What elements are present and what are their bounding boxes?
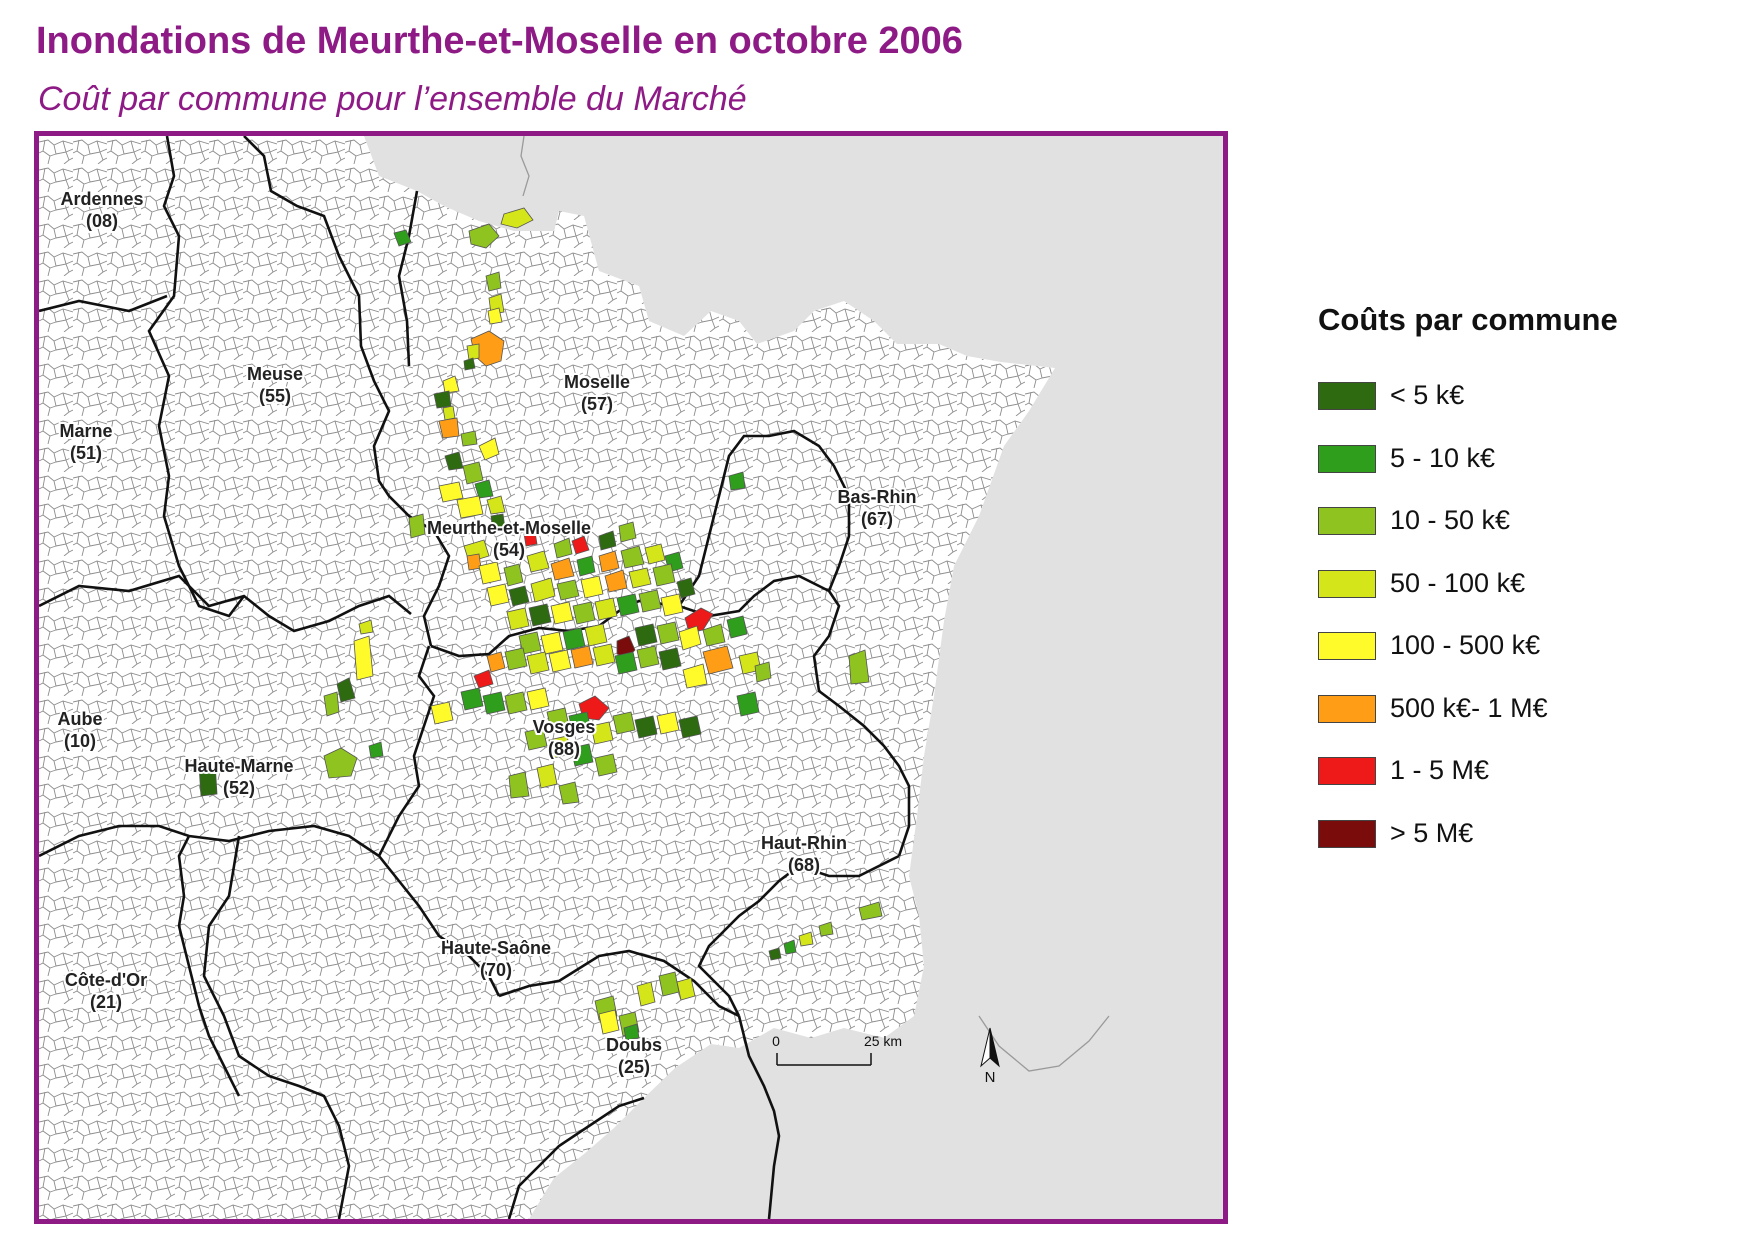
map-canvas: Ardennes(08) Meuse(55) Moselle(57) Marne(51… bbox=[39, 136, 1223, 1219]
legend-item: 1 - 5 M€ bbox=[1318, 755, 1718, 820]
commune-cost-polygons bbox=[198, 207, 883, 1041]
scale-bar: 0 25 km bbox=[772, 1033, 902, 1066]
legend-label: 50 - 100 k€ bbox=[1390, 567, 1526, 598]
department-name-label: Haut-Rhin bbox=[761, 833, 847, 853]
legend-item: 10 - 50 k€ bbox=[1318, 505, 1718, 570]
legend-label: 5 - 10 k€ bbox=[1390, 442, 1496, 473]
department-name-label: Ardennes bbox=[60, 189, 143, 209]
legend-item: 50 - 100 k€ bbox=[1318, 567, 1718, 633]
department-code-label: (51) bbox=[70, 443, 102, 463]
north-arrow-label: N bbox=[985, 1069, 996, 1086]
legend-item: 5 - 10 k€ bbox=[1318, 442, 1718, 508]
department-name-label: Bas-Rhin bbox=[837, 487, 916, 507]
department-code-label: (88) bbox=[548, 739, 580, 759]
legend-label: 10 - 50 k€ bbox=[1390, 505, 1511, 535]
department-code-label: (52) bbox=[223, 778, 255, 798]
legend-label: 1 - 5 M€ bbox=[1390, 755, 1490, 785]
legend-item: > 5 M€ bbox=[1318, 817, 1718, 883]
department-name-label: Marne bbox=[59, 421, 112, 441]
department-name-label: Aube bbox=[58, 709, 103, 729]
legend-swatch bbox=[1318, 507, 1376, 535]
scale-bar-end-label: 25 km bbox=[864, 1033, 902, 1049]
department-name-label: Vosges bbox=[533, 717, 596, 737]
legend-label: 500 k€- 1 M€ bbox=[1390, 692, 1548, 723]
legend-swatch bbox=[1318, 694, 1376, 723]
map-subtitle: Coût par commune pour l’ensemble du Marc… bbox=[38, 80, 747, 118]
map-title: Inondations de Meurthe-et-Moselle en oct… bbox=[36, 20, 963, 62]
legend-swatch bbox=[1318, 819, 1376, 848]
department-name-label: Moselle bbox=[564, 372, 630, 392]
department-labels: Ardennes(08) Meuse(55) Moselle(57) Marne(51… bbox=[56, 187, 919, 1079]
department-name-label: Meuse bbox=[247, 364, 303, 384]
department-code-label: (70) bbox=[480, 960, 512, 980]
department-name-label: Haute-Saône bbox=[441, 938, 551, 958]
legend-swatch bbox=[1318, 632, 1376, 660]
north-arrow-icon: N bbox=[980, 1027, 1000, 1086]
legend-item: 500 k€- 1 M€ bbox=[1318, 692, 1718, 758]
department-code-label: (08) bbox=[86, 211, 118, 231]
legend-swatch bbox=[1318, 444, 1376, 473]
department-boundaries bbox=[39, 136, 911, 1219]
legend-swatch bbox=[1318, 569, 1376, 598]
department-code-label: (10) bbox=[64, 731, 96, 751]
legend-swatch bbox=[1318, 757, 1376, 785]
department-name-label: Côte-d'Or bbox=[65, 970, 147, 990]
legend-label: 100 - 500 k€ bbox=[1390, 630, 1541, 660]
department-name-label: Haute-Marne bbox=[184, 756, 293, 776]
department-code-label: (25) bbox=[618, 1057, 650, 1077]
department-code-label: (68) bbox=[788, 855, 820, 875]
department-name-label: Meurthe-et-Moselle bbox=[427, 518, 591, 538]
department-code-label: (55) bbox=[259, 386, 291, 406]
foreign-border-lines bbox=[520, 136, 1110, 1072]
legend-swatch bbox=[1318, 382, 1376, 410]
scale-bar-start-label: 0 bbox=[772, 1033, 780, 1049]
department-code-label: (67) bbox=[861, 509, 893, 529]
legend-item: 100 - 500 k€ bbox=[1318, 630, 1718, 695]
foreign-territory bbox=[364, 136, 1223, 1219]
map-frame: Ardennes (08) Meuse (55) Moselle (57) Marne (51… bbox=[34, 131, 1228, 1224]
department-code-label: (57) bbox=[581, 394, 613, 414]
legend: Coûts par commune < 5 k€ 5 - 10 k€ 10 - 50… bbox=[1318, 302, 1718, 882]
legend-items: < 5 k€ 5 - 10 k€ 10 - 50 k€ 50 - 100 k€ 100 … bbox=[1318, 380, 1718, 883]
legend-item: < 5 k€ bbox=[1318, 380, 1718, 445]
department-name-label: Doubs bbox=[606, 1035, 662, 1055]
department-code-label: (21) bbox=[90, 992, 122, 1012]
legend-title: Coûts par commune bbox=[1318, 302, 1618, 337]
land-area bbox=[39, 136, 1055, 1219]
department-code-label: (54) bbox=[493, 540, 525, 560]
legend-label: > 5 M€ bbox=[1390, 817, 1474, 848]
legend-label: < 5 k€ bbox=[1390, 380, 1465, 410]
